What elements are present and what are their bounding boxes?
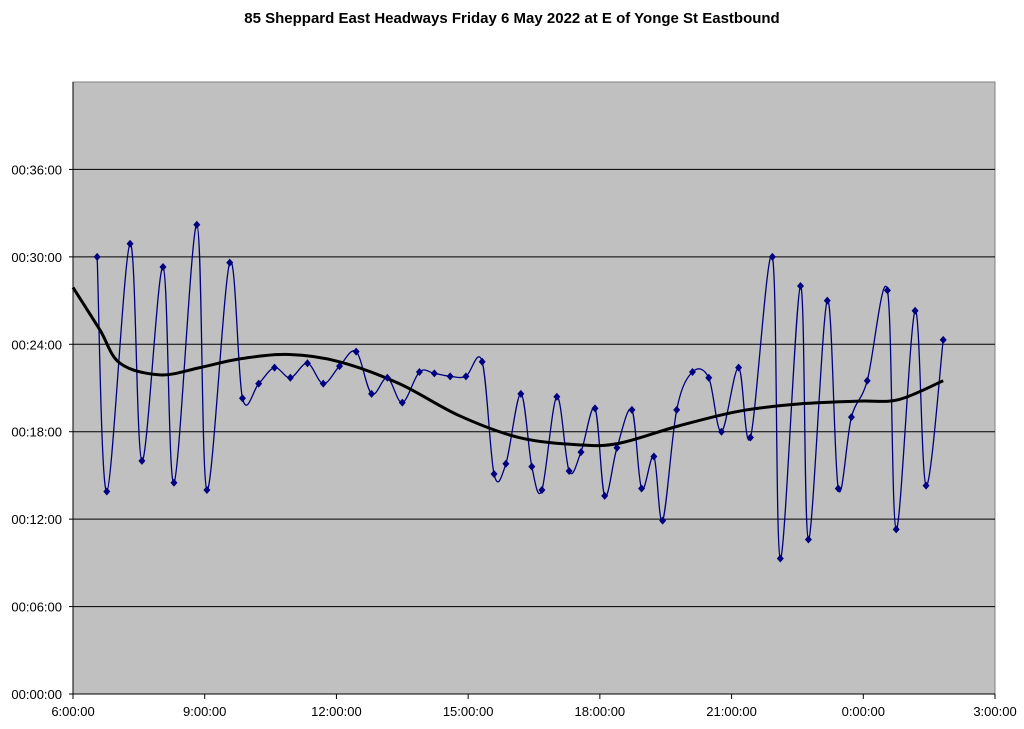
data-point-marker — [659, 516, 667, 525]
y-tick-label: 00:24:00 — [11, 337, 62, 352]
data-point-marker — [170, 478, 178, 487]
data-point-marker — [430, 369, 438, 378]
data-point-marker — [538, 486, 546, 494]
x-tick-label: 6:00:00 — [51, 704, 94, 719]
x-tick-label: 3:00:00 — [973, 704, 1016, 719]
data-point-marker — [797, 282, 805, 290]
x-tick-label: 18:00:00 — [575, 704, 626, 719]
data-point-marker — [717, 427, 725, 436]
data-point-marker — [688, 367, 696, 376]
data-point-marker — [226, 258, 234, 267]
x-tick-label: 21:00:00 — [706, 704, 757, 719]
data-point-marker — [446, 372, 454, 381]
data-point-marker — [303, 359, 311, 368]
data-point-marker — [203, 486, 211, 494]
y-tick-label: 00:00:00 — [11, 687, 62, 702]
plot-area — [72, 81, 996, 695]
y-tick-label: 00:36:00 — [11, 162, 62, 177]
data-point-marker — [823, 296, 831, 305]
data-point-marker — [368, 389, 376, 398]
data-point-marker — [847, 413, 855, 422]
data-point-marker — [577, 448, 585, 457]
data-point-marker — [628, 405, 636, 414]
data-point-marker — [336, 362, 344, 371]
data-point-marker — [478, 357, 486, 366]
data-point-marker — [93, 252, 101, 261]
x-tick-label: 15:00:00 — [443, 704, 494, 719]
data-point-marker — [892, 525, 900, 534]
data-point-marker — [319, 379, 327, 388]
data-point-marker — [138, 456, 146, 465]
data-point-marker — [613, 443, 621, 452]
data-point-marker — [193, 220, 201, 229]
data-point-marker — [939, 335, 947, 344]
y-tick-label: 00:06:00 — [11, 600, 62, 615]
data-point-marker — [911, 306, 919, 315]
y-tick-label: 00:30:00 — [11, 250, 62, 265]
data-point-marker — [502, 459, 510, 468]
data-point-marker — [638, 484, 646, 493]
data-point-marker — [255, 379, 263, 388]
data-point-marker — [883, 286, 891, 295]
trend-line — [71, 286, 944, 448]
data-point-marker — [159, 263, 167, 272]
data-point-marker — [517, 389, 525, 398]
data-point-marker — [383, 373, 391, 382]
data-point-marker — [415, 367, 423, 376]
data-point-marker — [768, 252, 776, 261]
y-tick-label: 00:18:00 — [11, 425, 62, 440]
chart-title: 85 Sheppard East Headways Friday 6 May 2… — [244, 10, 779, 27]
x-tick-label: 0:00:00 — [842, 704, 885, 719]
data-point-marker — [746, 433, 754, 442]
x-tick-label: 12:00:00 — [311, 704, 362, 719]
data-point-marker — [238, 394, 246, 403]
data-point-marker — [286, 373, 294, 382]
data-point-marker — [673, 405, 681, 414]
data-point-marker — [462, 372, 470, 381]
x-tick-label: 9:00:00 — [183, 704, 226, 719]
data-point-marker — [834, 484, 842, 493]
data-point-marker — [271, 363, 279, 372]
data-point-marker — [922, 481, 930, 490]
data-point-marker — [735, 363, 743, 372]
data-point-marker — [528, 462, 536, 471]
data-point-marker — [490, 469, 498, 478]
data-point-marker — [352, 347, 360, 356]
data-point-marker — [601, 491, 609, 500]
data-point-marker — [776, 554, 784, 563]
data-point-marker — [103, 487, 111, 496]
data-point-marker — [591, 404, 599, 413]
data-point-marker — [804, 535, 812, 544]
data-point-marker — [398, 398, 406, 407]
data-point-marker — [863, 376, 871, 385]
data-point-marker — [565, 467, 573, 476]
data-point-marker — [553, 392, 561, 401]
y-tick-label: 00:12:00 — [11, 512, 62, 527]
data-point-marker — [705, 373, 713, 382]
data-point-marker — [126, 239, 134, 248]
data-point-marker — [650, 452, 658, 461]
